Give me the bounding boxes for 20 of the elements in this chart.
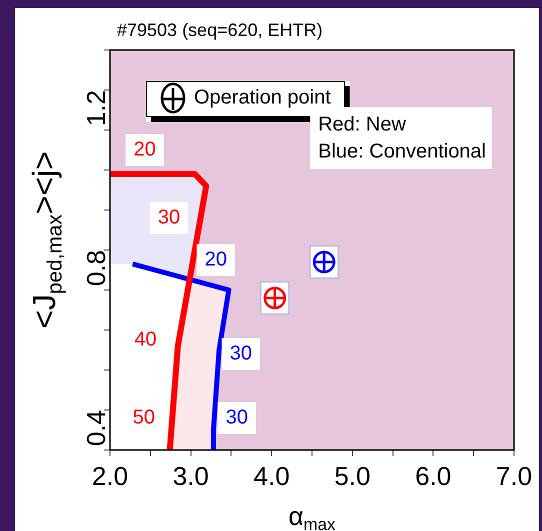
annotation: 20 xyxy=(204,248,227,271)
x-tick-label: 6.0 xyxy=(415,460,452,491)
text: Operation point xyxy=(194,86,332,109)
annotation: 30 xyxy=(230,342,252,365)
x-tick-label: 2.0 xyxy=(92,460,128,491)
y-tick-label: 1.2 xyxy=(81,90,112,126)
x-tick-label: 7.0 xyxy=(496,460,532,491)
x-tick-label: 5.0 xyxy=(334,460,370,491)
x-tick-label: 3.0 xyxy=(172,460,209,491)
annotation: 30 xyxy=(158,206,180,229)
annotation: Red: New Blue: Conventional xyxy=(318,114,486,163)
y-axis-title: <Jped,max><j> xyxy=(26,151,66,329)
annotation: 40 xyxy=(134,328,157,351)
y-tick-label: 0.4 xyxy=(81,410,112,446)
annotation: 30 xyxy=(226,406,248,429)
x-tick-label: 4.0 xyxy=(254,460,290,491)
annotation: 20 xyxy=(134,138,156,161)
y-tick-label: 0.8 xyxy=(81,250,112,286)
annotation: 50 xyxy=(132,406,156,429)
chart-title: #79503 (seq=620, EHTR) xyxy=(117,20,323,40)
